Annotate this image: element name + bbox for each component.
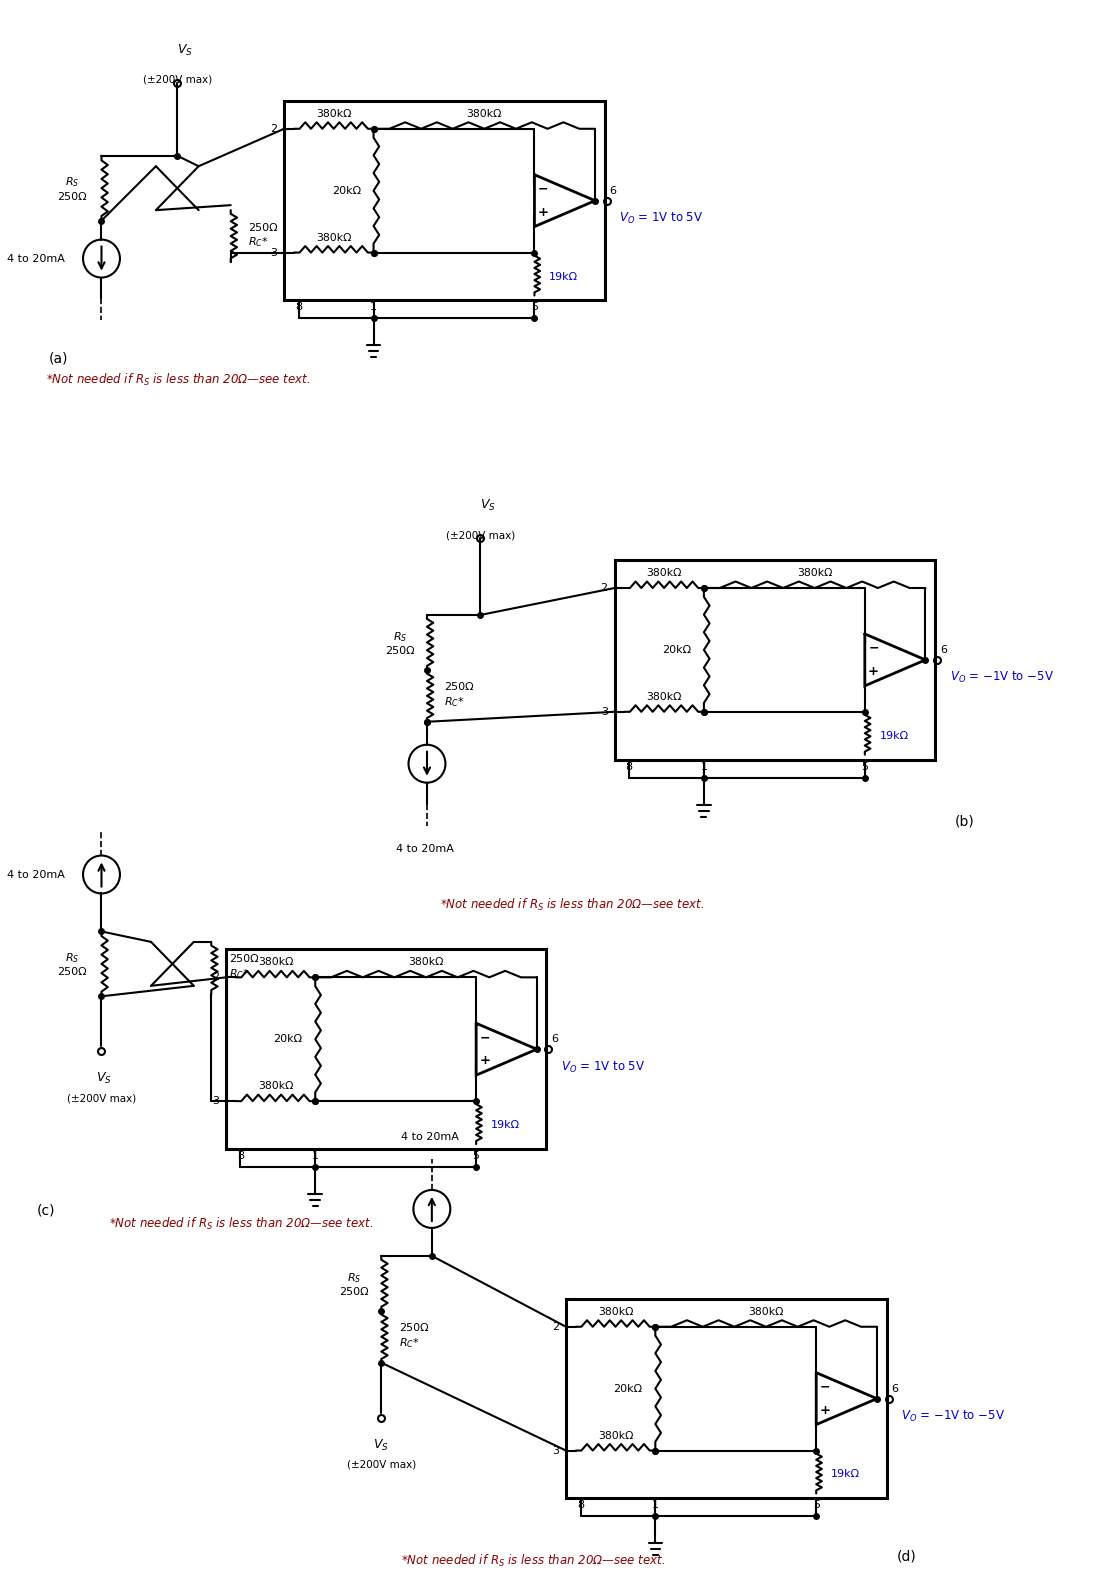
Text: $V_O$ = −1V to −5V: $V_O$ = −1V to −5V <box>901 1409 1005 1425</box>
Text: $V_O$ = 1V to 5V: $V_O$ = 1V to 5V <box>562 1060 645 1075</box>
Text: *Not needed if $R_S$ is less than 20Ω—see text.: *Not needed if $R_S$ is less than 20Ω—se… <box>46 372 310 388</box>
Text: +: + <box>820 1403 831 1417</box>
Text: 20kΩ: 20kΩ <box>614 1384 643 1393</box>
Text: 250Ω
$R_C$*: 250Ω $R_C$* <box>399 1323 428 1349</box>
Text: 4 to 20mA: 4 to 20mA <box>396 844 454 853</box>
Text: 380kΩ: 380kΩ <box>258 1081 294 1092</box>
Text: 4 to 20mA: 4 to 20mA <box>7 869 64 880</box>
Text: 380kΩ: 380kΩ <box>748 1307 784 1316</box>
Text: 19kΩ: 19kΩ <box>831 1469 860 1480</box>
Text: 19kΩ: 19kΩ <box>549 272 578 281</box>
Text: 250Ω
$R_C$*: 250Ω $R_C$* <box>445 682 474 709</box>
Text: +: + <box>538 206 548 218</box>
Bar <box>566 1299 886 1499</box>
Text: 1: 1 <box>311 1152 319 1161</box>
Text: 380kΩ: 380kΩ <box>598 1307 633 1316</box>
Text: *Not needed if $R_S$ is less than 20Ω—see text.: *Not needed if $R_S$ is less than 20Ω—se… <box>400 1554 665 1569</box>
Text: +: + <box>479 1054 490 1067</box>
Text: (±200V max): (±200V max) <box>142 75 212 85</box>
Text: 250Ω
$R_C$*: 250Ω $R_C$* <box>248 223 278 250</box>
Bar <box>615 559 935 760</box>
Text: 6: 6 <box>892 1384 898 1393</box>
Text: 20kΩ: 20kΩ <box>662 646 692 655</box>
Text: 6: 6 <box>609 185 617 196</box>
Text: 5: 5 <box>473 1152 479 1161</box>
Text: 2: 2 <box>600 583 608 592</box>
Text: (b): (b) <box>954 815 974 828</box>
Text: $V_S$: $V_S$ <box>480 498 496 514</box>
Text: 1: 1 <box>652 1500 658 1510</box>
Text: +: + <box>868 665 880 677</box>
Text: 2: 2 <box>552 1321 559 1332</box>
Text: 380kΩ: 380kΩ <box>467 108 502 119</box>
Text: 380kΩ: 380kΩ <box>797 569 833 578</box>
Text: 2: 2 <box>270 124 277 134</box>
Text: 19kΩ: 19kΩ <box>880 731 909 742</box>
Text: 380kΩ: 380kΩ <box>408 957 444 968</box>
Text: 380kΩ: 380kΩ <box>316 108 351 119</box>
Text: 6: 6 <box>940 644 947 655</box>
Bar <box>226 949 546 1148</box>
Text: 380kΩ: 380kΩ <box>646 569 682 578</box>
Text: 2: 2 <box>212 972 219 982</box>
Text: 8: 8 <box>295 303 302 313</box>
Text: *Not needed if $R_S$ is less than 20Ω—see text.: *Not needed if $R_S$ is less than 20Ω—se… <box>109 1216 374 1232</box>
Text: (d): (d) <box>896 1549 916 1563</box>
Text: (c): (c) <box>37 1203 54 1218</box>
Text: 4 to 20mA: 4 to 20mA <box>7 253 64 264</box>
Text: (±200V max): (±200V max) <box>347 1459 416 1469</box>
Text: 19kΩ: 19kΩ <box>490 1120 520 1130</box>
Text: 8: 8 <box>626 762 633 771</box>
Text: $R_S$
250Ω: $R_S$ 250Ω <box>339 1271 369 1298</box>
Text: −: − <box>868 643 878 655</box>
Text: (±200V max): (±200V max) <box>446 529 515 540</box>
Text: $V_S$: $V_S$ <box>96 1071 111 1086</box>
Text: 20kΩ: 20kΩ <box>331 185 361 196</box>
Text: (a): (a) <box>49 352 69 366</box>
Text: 380kΩ: 380kΩ <box>258 957 294 968</box>
Text: 8: 8 <box>237 1152 244 1161</box>
Text: 3: 3 <box>600 707 608 716</box>
Text: −: − <box>820 1381 831 1393</box>
Text: 5: 5 <box>813 1500 820 1510</box>
Text: 4 to 20mA: 4 to 20mA <box>401 1133 459 1142</box>
Text: 3: 3 <box>270 248 277 258</box>
Text: 6: 6 <box>552 1034 558 1045</box>
Text: 1: 1 <box>370 303 377 313</box>
Bar <box>285 101 605 300</box>
Text: −: − <box>479 1031 490 1045</box>
Text: 20kΩ: 20kΩ <box>274 1034 302 1045</box>
Text: 3: 3 <box>212 1097 219 1106</box>
Text: $R_S$
250Ω: $R_S$ 250Ω <box>58 176 87 201</box>
Text: $R_S$
250Ω: $R_S$ 250Ω <box>58 950 87 977</box>
Text: 5: 5 <box>530 303 538 313</box>
Text: $V_O$ = 1V to 5V: $V_O$ = 1V to 5V <box>619 211 704 226</box>
Text: (±200V max): (±200V max) <box>67 1093 136 1103</box>
Text: $V_S$: $V_S$ <box>177 42 193 58</box>
Text: 250Ω
$R_C$*: 250Ω $R_C$* <box>229 955 258 982</box>
Text: *Not needed if $R_S$ is less than 20Ω—see text.: *Not needed if $R_S$ is less than 20Ω—se… <box>439 897 704 913</box>
Text: $R_S$
250Ω: $R_S$ 250Ω <box>385 630 415 657</box>
Text: 3: 3 <box>553 1445 559 1456</box>
Text: 5: 5 <box>862 762 868 771</box>
Text: 1: 1 <box>701 762 707 771</box>
Text: 8: 8 <box>577 1500 584 1510</box>
Text: $V_S$: $V_S$ <box>374 1437 389 1453</box>
Text: 380kΩ: 380kΩ <box>598 1431 633 1441</box>
Text: 380kΩ: 380kΩ <box>316 233 351 242</box>
Text: $V_O$ = −1V to −5V: $V_O$ = −1V to −5V <box>950 671 1054 685</box>
Text: −: − <box>538 182 548 196</box>
Text: 380kΩ: 380kΩ <box>646 691 682 702</box>
